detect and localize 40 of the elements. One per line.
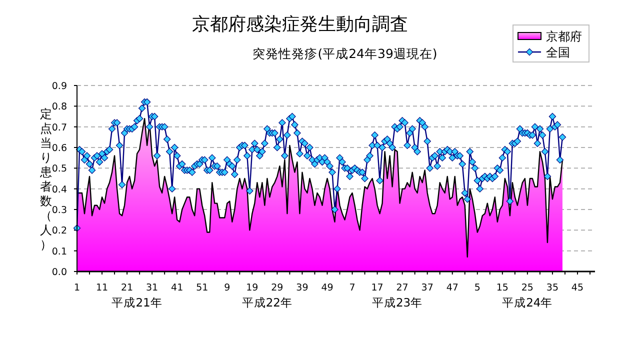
x-tick-label: 51 — [196, 282, 208, 294]
x-tick-label: 11 — [96, 282, 108, 294]
y-tick-label: 0.2 — [52, 226, 67, 237]
legend-label: 京都府 — [546, 30, 582, 44]
x-tick-label: 9 — [224, 282, 230, 294]
y-tick-label: 0.1 — [52, 246, 67, 258]
x-tick-label: 27 — [396, 282, 408, 294]
title: 京都府感染症発生動向調査 — [192, 14, 408, 35]
x-tick-label: 45 — [571, 282, 584, 294]
x-tick-label: 49 — [321, 282, 334, 294]
ylabel: 定点当り患者数（人） — [40, 107, 52, 252]
x-tick-label: 5 — [474, 282, 480, 294]
x-tick-label: 29 — [271, 282, 284, 294]
x-tick-label: 7 — [349, 282, 356, 294]
x-tick-label: 17 — [371, 282, 384, 294]
y-tick-label: 0.3 — [52, 205, 67, 216]
x-tick-label: 35 — [546, 282, 559, 294]
x-tick-label: 47 — [446, 282, 458, 294]
y-tick-label: 0.4 — [52, 184, 67, 196]
text: 平成22年 — [242, 296, 293, 310]
x-tick-label: 1 — [74, 282, 80, 294]
y-tick-label: 0.8 — [52, 102, 67, 113]
x-tick-label: 19 — [246, 282, 258, 294]
x-tick-label: 25 — [521, 282, 534, 294]
text: 平成24年 — [502, 296, 553, 310]
y-tick-label: 0.9 — [52, 81, 67, 92]
x-tick-label: 21 — [121, 282, 134, 294]
y-tick-label: 0.7 — [52, 122, 67, 134]
text: 平成23年 — [372, 296, 423, 310]
x-tick-label: 15 — [496, 282, 508, 294]
x-tick-label: 37 — [421, 282, 434, 294]
x-tick-label: 41 — [171, 282, 184, 294]
x-tick-label: 39 — [296, 282, 308, 294]
y-tick-label: 0.0 — [52, 267, 67, 278]
legend-label: 全国 — [546, 46, 570, 60]
subtitle: 突発性発疹(平成24年39週現在) — [252, 46, 438, 61]
text: 平成21年 — [112, 296, 162, 310]
x-tick-label: 31 — [146, 282, 158, 294]
y-tick-label: 0.6 — [52, 143, 67, 154]
y-tick-label: 0.5 — [52, 164, 67, 175]
